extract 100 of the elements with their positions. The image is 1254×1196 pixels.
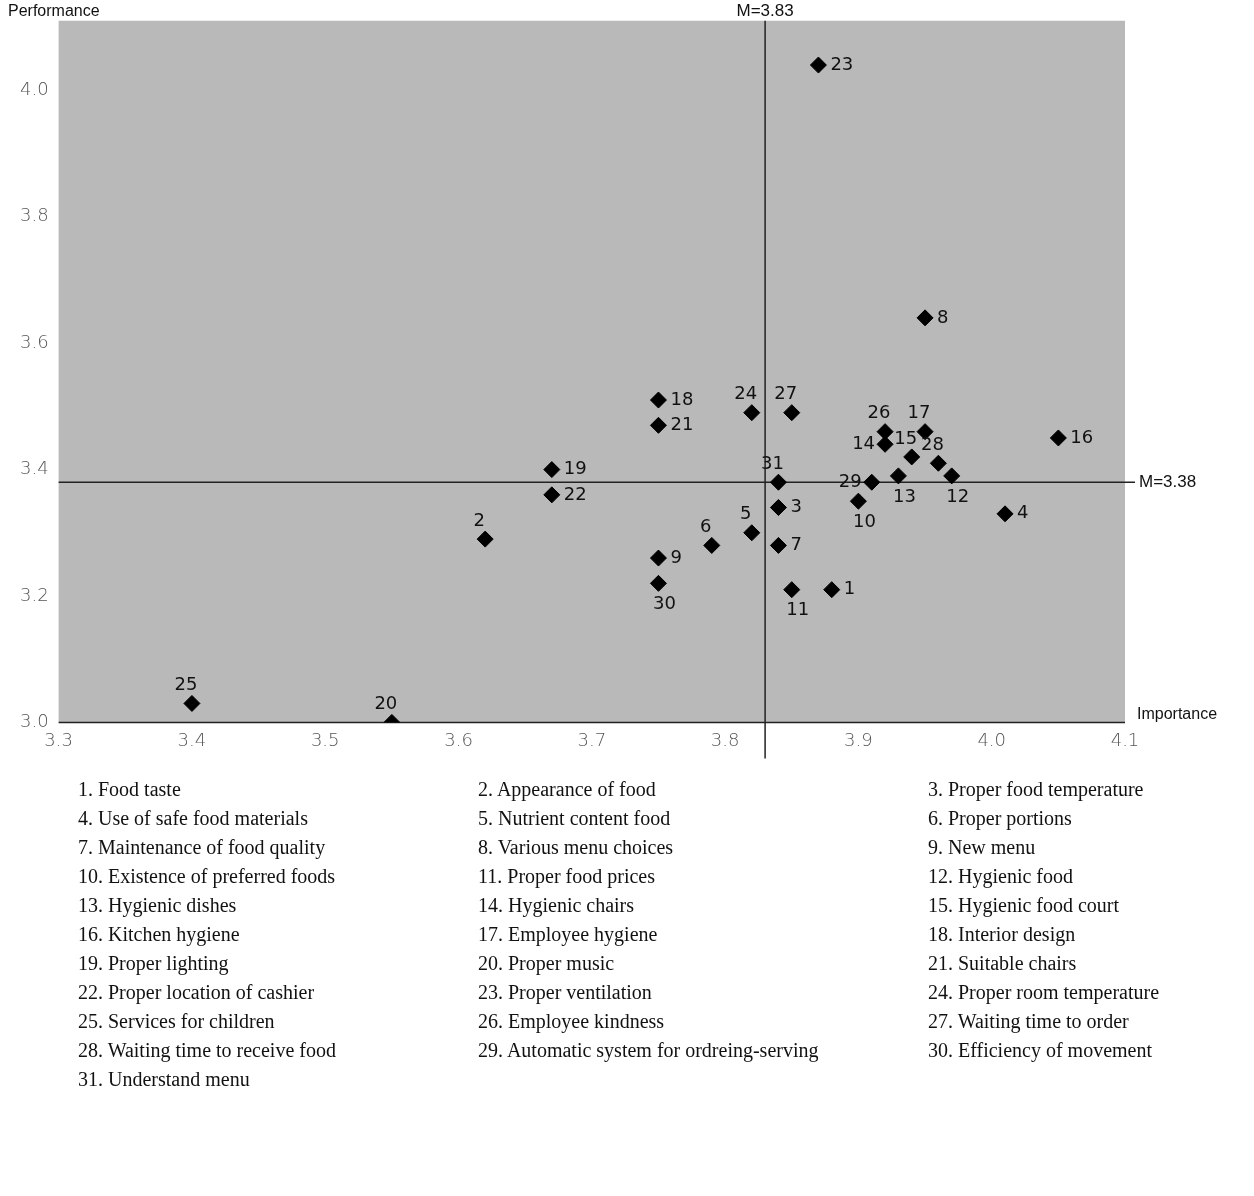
point <box>916 309 934 327</box>
annotation: 27 <box>774 382 798 404</box>
point <box>769 473 787 491</box>
text: 20. Proper music <box>478 952 616 975</box>
point <box>769 536 787 554</box>
text: 24. Proper room temperature <box>928 981 1161 1004</box>
annotation: 11 <box>786 598 810 620</box>
annotation: 14 <box>852 431 876 453</box>
x-tick-label: 4.1 <box>1110 728 1140 750</box>
text: 27. Waiting time to order <box>928 1010 1130 1033</box>
x-tick-label: 4.0 <box>977 728 1007 750</box>
annotation: 15 <box>894 426 918 448</box>
text: 21. Suitable chairs <box>928 952 1078 975</box>
text: 26. Employee kindness <box>478 1010 666 1033</box>
point <box>543 486 561 504</box>
annotation: 23 <box>830 52 854 74</box>
annotation: 28 <box>920 432 944 454</box>
point <box>649 416 667 434</box>
annotation: 19 <box>563 457 587 479</box>
text: 8. Various menu choices <box>478 836 675 859</box>
x-tick-label: 3.6 <box>444 728 473 750</box>
y-tick-label: 3.8 <box>19 204 49 226</box>
point <box>929 454 947 472</box>
text: 31. Understand menu <box>78 1068 251 1091</box>
text: 15. Hygienic food court <box>928 894 1121 917</box>
annotation: 2 <box>473 508 485 530</box>
point <box>783 404 801 422</box>
text: 11. Proper food prices <box>478 865 656 888</box>
annotation: 5 <box>740 502 752 524</box>
y-tick-label: 3.2 <box>19 583 49 605</box>
point <box>476 530 494 548</box>
annotation: 24 <box>734 382 758 404</box>
point <box>649 391 667 409</box>
point <box>649 574 667 592</box>
annotation: 13 <box>892 484 916 506</box>
text: 9. New menu <box>928 836 1037 859</box>
text: 6. Proper portions <box>928 807 1073 830</box>
y-tick-label: 3.4 <box>19 457 49 479</box>
y-axis-title: Performance <box>8 2 100 20</box>
text: 5. Nutrient content food <box>478 807 672 830</box>
annotation: 8 <box>937 305 949 327</box>
annotation: 21 <box>670 413 694 434</box>
text: 13. Hygienic dishes <box>78 894 238 917</box>
point <box>183 694 201 712</box>
annotation: 26 <box>867 401 891 423</box>
text: 19. Proper lighting <box>78 952 230 975</box>
text: 4. Use of safe food materials <box>78 807 309 830</box>
annotation: 17 <box>907 401 931 423</box>
text: 22. Proper location of cashier <box>78 981 316 1004</box>
text: 17. Employee hygiene <box>478 923 659 946</box>
point <box>943 467 961 485</box>
text: 29. Automatic system for ordreing-serving <box>478 1039 820 1062</box>
annotation: 3 <box>790 495 802 517</box>
point <box>743 404 761 422</box>
point <box>649 549 667 567</box>
point <box>863 473 881 491</box>
ref-line-label: M=3.83 <box>736 0 794 20</box>
annotation: 7 <box>790 533 802 555</box>
text: 16. Kitchen hygiene <box>78 923 241 946</box>
annotation: 30 <box>653 592 676 614</box>
ref-line-label: M=3.38 <box>1139 471 1197 491</box>
annotation: 20 <box>374 692 398 714</box>
x-tick-label: 3.4 <box>177 728 207 750</box>
x-axis-title: Importance <box>1137 704 1218 722</box>
annotation: 4 <box>1017 501 1029 523</box>
point <box>889 467 907 485</box>
annotation: 22 <box>563 482 587 504</box>
text: 1. Food taste <box>78 778 182 801</box>
annotation: 18 <box>670 387 694 409</box>
text: 2. Appearance of food <box>478 778 657 801</box>
annotation: 16 <box>1070 425 1094 447</box>
point <box>903 448 921 466</box>
text: 3. Proper food temperature <box>928 778 1145 801</box>
annotation: 1 <box>843 577 856 599</box>
annotation: 12 <box>946 484 970 506</box>
point <box>1049 429 1067 447</box>
point <box>809 56 827 74</box>
point <box>543 461 561 479</box>
point <box>783 581 801 599</box>
point <box>769 499 787 516</box>
annotation: 6 <box>700 515 712 537</box>
text: 10. Existence of preferred foods <box>78 865 337 888</box>
y-tick-label: 3.6 <box>19 330 49 352</box>
point <box>849 492 867 510</box>
annotation: 9 <box>670 545 682 567</box>
x-tick-label: 3.5 <box>310 728 340 750</box>
x-tick-label: 3.9 <box>844 728 873 750</box>
text: 30. Efficiency of movement <box>928 1039 1153 1062</box>
y-tick-label: 4.0 <box>19 78 49 99</box>
text: 23. Proper ventilation <box>478 981 653 1004</box>
annotation: 10 <box>852 509 876 531</box>
text: 18. Interior design <box>928 923 1077 946</box>
x-tick-label: 3.8 <box>710 728 740 750</box>
point <box>996 505 1014 523</box>
text: 28. Waiting time to receive food <box>78 1039 337 1062</box>
x-tick-label: 3.7 <box>577 728 607 750</box>
text: 12. Hygienic food <box>928 865 1074 888</box>
point <box>743 524 761 542</box>
text: 14. Hygienic chairs <box>478 894 636 917</box>
point <box>823 581 841 599</box>
